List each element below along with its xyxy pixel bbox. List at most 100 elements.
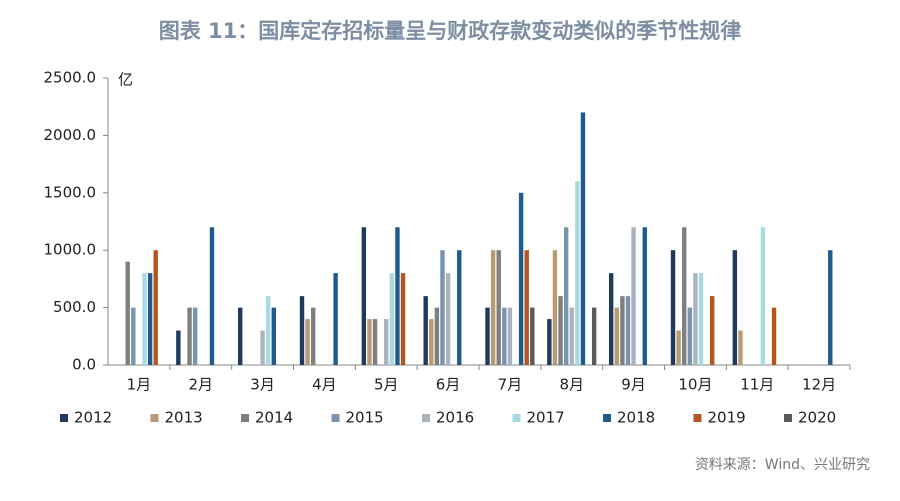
legend-swatch — [784, 414, 792, 422]
y-tick-label: 2000.0 — [44, 126, 97, 144]
legend-label: 2014 — [255, 409, 293, 427]
x-tick-label: 10月 — [678, 376, 712, 394]
bar — [547, 319, 552, 365]
x-tick-label: 3月 — [250, 376, 275, 394]
bar — [260, 330, 265, 365]
legend-swatch — [693, 414, 702, 422]
bar — [367, 319, 372, 365]
y-tick-label: 0.0 — [72, 356, 96, 374]
bar — [176, 330, 181, 365]
bar — [496, 250, 501, 365]
bar — [524, 250, 529, 365]
bar — [558, 296, 563, 365]
bar — [125, 261, 130, 365]
bar — [457, 250, 462, 365]
x-tick-label: 8月 — [559, 376, 584, 394]
y-tick-label: 500.0 — [53, 298, 96, 316]
bar — [502, 307, 507, 365]
bar — [642, 227, 647, 365]
bar — [687, 307, 693, 365]
bar — [625, 296, 631, 365]
x-tick-label: 7月 — [498, 376, 523, 394]
bar — [305, 319, 310, 365]
y-tick-label: 1500.0 — [44, 183, 97, 201]
bar — [237, 307, 243, 365]
bar — [445, 273, 451, 365]
x-tick-label: 4月 — [312, 376, 337, 394]
bar — [518, 192, 524, 365]
bar — [760, 227, 766, 365]
bar — [429, 319, 434, 365]
bar — [372, 319, 378, 365]
legend-label: 2019 — [708, 409, 746, 427]
legend-swatch — [60, 414, 68, 422]
bar — [384, 319, 389, 365]
bar — [440, 250, 445, 365]
bar — [311, 307, 316, 365]
legend-label: 2013 — [165, 409, 203, 427]
legend-label: 2020 — [798, 409, 836, 427]
bar — [142, 273, 147, 365]
legend-swatch — [331, 414, 340, 422]
bar — [333, 273, 338, 365]
bar — [507, 307, 513, 365]
bar — [670, 250, 676, 365]
bar — [738, 330, 743, 365]
bar — [552, 250, 558, 365]
y-unit: 亿 — [118, 71, 133, 89]
bar — [569, 307, 574, 365]
legend-swatch — [150, 414, 159, 422]
bar — [187, 307, 192, 365]
bar — [153, 250, 158, 365]
legend-swatch — [241, 414, 249, 422]
bar — [591, 307, 597, 365]
bar — [265, 296, 271, 365]
x-tick-label: 12月 — [802, 376, 836, 394]
x-tick-label: 2月 — [188, 376, 213, 394]
chart-title: 图表 11：国库定存招标量呈与财政存款变动类似的季节性规律 — [159, 19, 742, 43]
bar — [676, 330, 681, 365]
legend-label: 2012 — [74, 409, 112, 427]
bar — [400, 273, 406, 365]
bar — [682, 227, 687, 365]
bar — [271, 307, 276, 365]
legend-label: 2016 — [436, 409, 474, 427]
bar — [563, 227, 569, 365]
legend-swatch — [512, 414, 521, 422]
legend-swatch — [603, 414, 611, 422]
bar — [608, 273, 614, 365]
legend-swatch — [422, 414, 430, 422]
bar — [693, 273, 698, 365]
bar — [620, 296, 625, 365]
bar — [361, 227, 367, 365]
bar — [434, 307, 440, 365]
legend-label: 2015 — [346, 409, 384, 427]
bar — [771, 307, 777, 365]
bar — [828, 250, 833, 365]
bar — [395, 227, 400, 365]
x-tick-label: 5月 — [374, 376, 399, 394]
bar — [485, 307, 490, 365]
bar — [192, 307, 198, 365]
bar — [131, 307, 136, 365]
bar — [423, 296, 428, 365]
bar — [530, 307, 535, 365]
legend-label: 2017 — [527, 409, 565, 427]
bar — [732, 250, 738, 365]
x-tick-label: 1月 — [127, 376, 152, 394]
x-tick-label: 9月 — [621, 376, 646, 394]
bar — [389, 273, 395, 365]
bar — [614, 307, 619, 365]
bar — [698, 273, 704, 365]
y-tick-label: 2500.0 — [44, 69, 97, 87]
bar — [209, 227, 215, 365]
x-tick-label: 6月 — [436, 376, 461, 394]
bar — [580, 112, 586, 365]
bar — [299, 296, 305, 365]
bar — [490, 250, 496, 365]
bar — [575, 181, 580, 365]
y-tick-label: 1000.0 — [44, 241, 97, 259]
legend-label: 2018 — [617, 409, 655, 427]
source: 资料来源：Wind、兴业研究 — [695, 457, 870, 473]
